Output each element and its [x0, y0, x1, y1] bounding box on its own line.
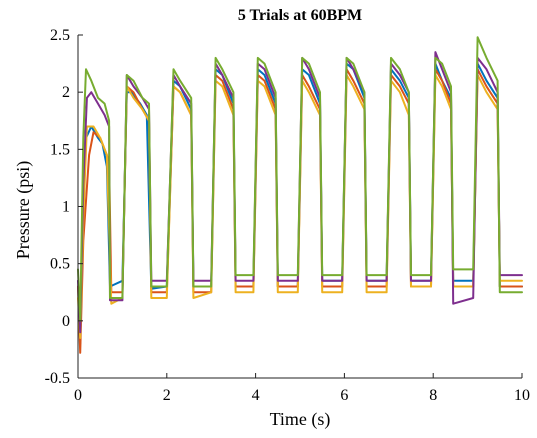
- y-axis-label: Pressure (psi): [13, 161, 34, 259]
- y-tick-label: 2.5: [50, 27, 70, 44]
- y-tick-label: -0.5: [45, 370, 70, 387]
- y-tick-label: 2: [62, 84, 70, 101]
- x-tick-label: 4: [252, 387, 260, 404]
- x-axis-label: Time (s): [270, 409, 331, 430]
- y-tick-label: 1: [62, 199, 70, 216]
- y-axis-ticks: -0.5 0 0.5 1 1.5 2 2.5: [45, 27, 83, 387]
- x-tick-label: 6: [340, 387, 348, 404]
- y-tick-label: 1.5: [50, 141, 70, 158]
- y-tick-label: 0.5: [50, 256, 70, 273]
- plot-area: [77, 36, 523, 354]
- x-tick-label: 8: [429, 387, 437, 404]
- x-tick-label: 2: [163, 387, 171, 404]
- chart-title: 5 Trials at 60BPM: [238, 7, 362, 24]
- x-tick-label: 0: [74, 387, 82, 404]
- series-line-5: [77, 36, 523, 322]
- x-tick-label: 10: [514, 387, 530, 404]
- y-tick-label: 0: [62, 313, 70, 330]
- x-axis-ticks: 0 2 4 6 8 10: [74, 373, 530, 404]
